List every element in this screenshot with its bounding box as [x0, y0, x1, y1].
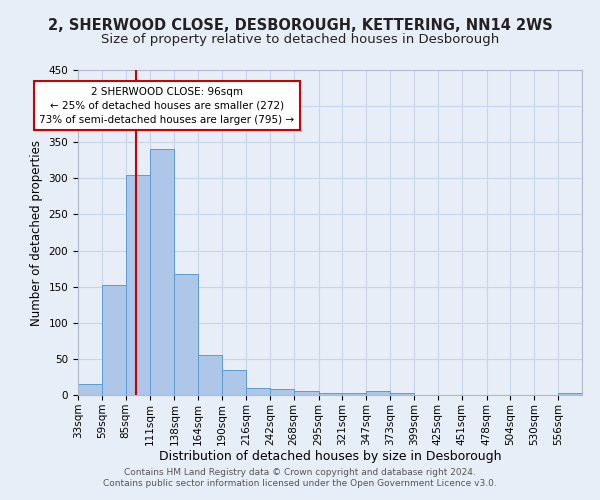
Bar [294, 392, 319, 395]
Text: 2 SHERWOOD CLOSE: 96sqm
← 25% of detached houses are smaller (272)
73% of semi-d: 2 SHERWOOD CLOSE: 96sqm ← 25% of detache… [40, 86, 295, 124]
Bar [319, 393, 343, 395]
Text: Size of property relative to detached houses in Desborough: Size of property relative to detached ho… [101, 32, 499, 46]
Bar [175, 274, 198, 395]
Bar [343, 393, 366, 395]
Bar [78, 384, 102, 395]
Bar [246, 388, 270, 395]
X-axis label: Distribution of detached houses by size in Desborough: Distribution of detached houses by size … [159, 450, 501, 464]
Y-axis label: Number of detached properties: Number of detached properties [30, 140, 43, 326]
Bar [198, 356, 222, 395]
Bar [558, 393, 582, 395]
Bar [102, 284, 126, 395]
Text: Contains HM Land Registry data © Crown copyright and database right 2024.
Contai: Contains HM Land Registry data © Crown c… [103, 468, 497, 487]
Bar [126, 174, 149, 395]
Bar [270, 389, 294, 395]
Text: 2, SHERWOOD CLOSE, DESBOROUGH, KETTERING, NN14 2WS: 2, SHERWOOD CLOSE, DESBOROUGH, KETTERING… [47, 18, 553, 32]
Bar [222, 370, 246, 395]
Bar [366, 392, 390, 395]
Bar [390, 393, 414, 395]
Bar [149, 150, 175, 395]
